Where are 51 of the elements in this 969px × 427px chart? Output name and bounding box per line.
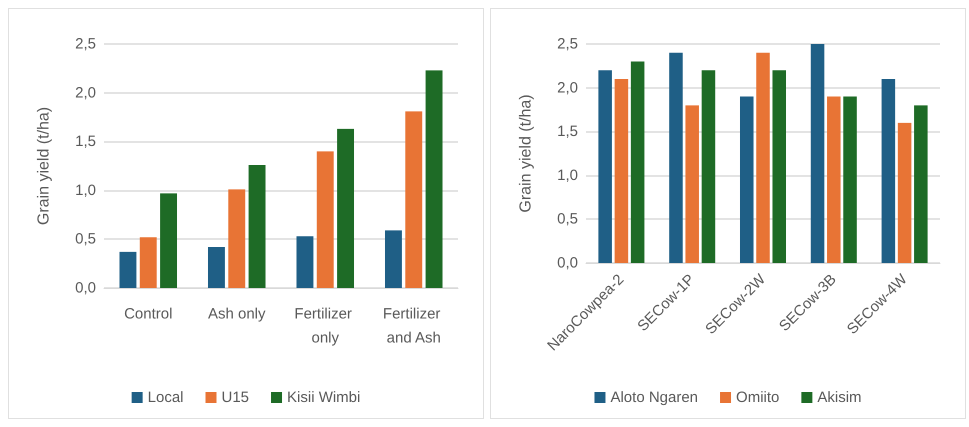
y-axis-title: Grain yield (t/ha) xyxy=(36,106,52,226)
bar xyxy=(337,128,354,288)
bar xyxy=(898,122,912,263)
y-tick-label: 0,5 xyxy=(557,210,578,228)
bar xyxy=(756,52,770,263)
bar xyxy=(914,105,928,263)
bar xyxy=(119,252,136,288)
legend-label: Omiito xyxy=(736,389,780,406)
x-tick-label: Fertilizer and Ash xyxy=(382,306,445,346)
bar xyxy=(140,237,157,288)
legend-label: Local xyxy=(148,389,184,406)
y-tick-label: 2,0 xyxy=(557,79,578,96)
bar xyxy=(827,96,841,263)
bar xyxy=(228,189,246,288)
y-tick-label: 2,5 xyxy=(557,36,578,52)
y-tick-label: 1,0 xyxy=(75,182,96,199)
bar xyxy=(160,193,178,288)
y-tick-label: 1,0 xyxy=(557,166,578,184)
x-tick-label: Fertilizer only xyxy=(294,306,356,346)
bar xyxy=(882,79,896,263)
y-tick-label: 0,5 xyxy=(75,230,96,248)
y-tick-label: 0,0 xyxy=(75,280,96,296)
bar xyxy=(740,96,754,263)
y-tick-label: 2,0 xyxy=(75,84,96,102)
legend-label: U15 xyxy=(222,389,250,406)
x-tick-label: Ash only xyxy=(208,306,266,322)
bar xyxy=(630,62,644,263)
bar xyxy=(426,70,443,288)
legend-label: Akisim xyxy=(817,389,862,406)
y-tick-label: 0,0 xyxy=(557,254,578,272)
legend-label: Aloto Ngaren xyxy=(610,389,698,406)
bar xyxy=(810,44,824,263)
y-tick-label: 2,5 xyxy=(75,36,96,52)
legend-label: Kisii Wimbi xyxy=(287,389,360,406)
bar xyxy=(598,70,612,263)
bar xyxy=(248,165,266,288)
bar xyxy=(316,151,334,288)
bar xyxy=(843,96,857,263)
bar xyxy=(296,236,314,288)
bar xyxy=(685,105,699,263)
bar xyxy=(384,230,402,288)
bar xyxy=(614,79,628,263)
y-tick-label: 1,5 xyxy=(557,123,578,140)
bar xyxy=(702,70,716,263)
bar xyxy=(772,70,786,263)
bar xyxy=(208,247,225,288)
y-axis-title: Grain yield (t/ha) xyxy=(518,94,534,213)
x-tick-label: Control xyxy=(124,306,172,322)
y-tick-label: 1,5 xyxy=(75,133,96,150)
bar xyxy=(405,111,422,288)
bar xyxy=(669,52,683,263)
